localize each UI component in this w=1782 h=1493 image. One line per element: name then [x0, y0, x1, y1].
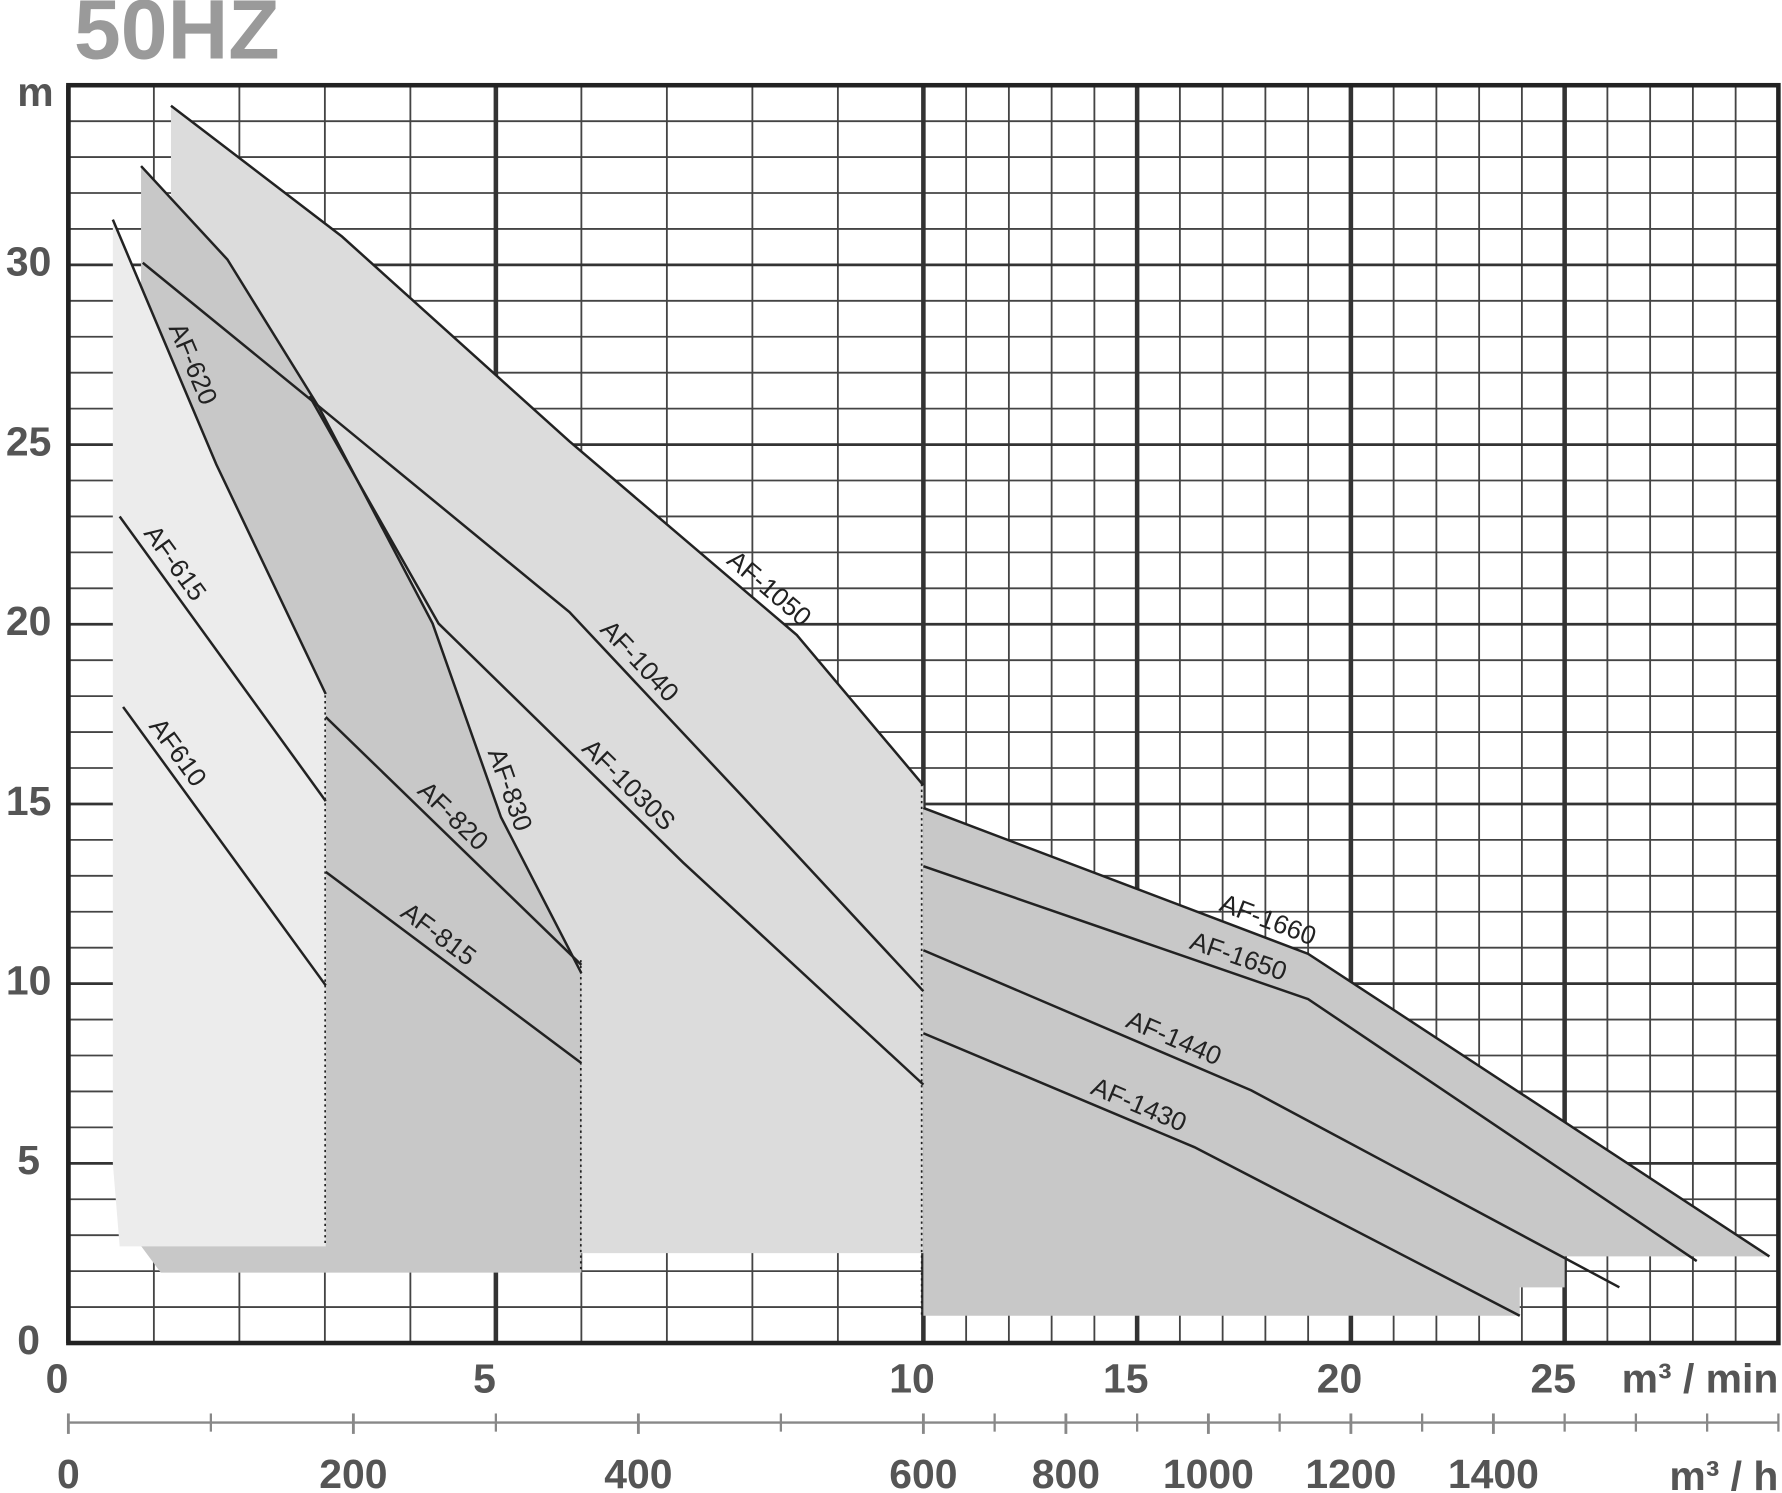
x-tick-label: 25	[1531, 1355, 1576, 1401]
x-axis-label: m³ / min	[1622, 1355, 1779, 1401]
x2-tick-label: 400	[604, 1451, 672, 1493]
regions	[112, 105, 1770, 1316]
operating-range	[923, 807, 1770, 1316]
plot-frame	[66, 82, 1781, 1346]
y-tick-label: 0	[17, 1317, 40, 1363]
pump-curve	[111, 219, 327, 695]
y-axis-label: m	[17, 69, 53, 115]
pump-curve	[922, 806, 1771, 1258]
pump-curve	[308, 395, 925, 1086]
x2-tick-label: 600	[889, 1451, 957, 1493]
x2-axis-label: m³ / h	[1669, 1453, 1778, 1493]
y-tick-label: 30	[6, 239, 51, 285]
y-tick-label: 5	[17, 1137, 40, 1183]
x2-tick-label: 1400	[1448, 1451, 1539, 1493]
x2-tick-label: 0	[57, 1451, 80, 1493]
x2-tick-label: 800	[1032, 1451, 1100, 1493]
x-tick-label: 20	[1317, 1355, 1362, 1401]
x-tick-label: 10	[889, 1355, 934, 1401]
y-tick-label: 15	[6, 778, 51, 824]
chart-title: 50HZ	[74, 0, 280, 77]
pump-curve	[922, 864, 1698, 1263]
axes: 0 5 10 15 20 25 0 5 10 15 20 25 30 0 200 400 600 800 1000 1…	[6, 239, 1780, 1493]
y-tick-label: 10	[6, 957, 51, 1003]
x-tick-label: 5	[473, 1355, 496, 1401]
range-dividers	[324, 695, 923, 1316]
pump-curve	[170, 104, 925, 787]
operating-range	[112, 219, 326, 1247]
pump-curve	[118, 515, 327, 802]
x2-tick-label: 1000	[1163, 1451, 1254, 1493]
x2-tick-label: 1200	[1305, 1451, 1396, 1493]
pump-curve	[140, 165, 583, 974]
x2-tick-label: 200	[319, 1451, 387, 1493]
x-tick-label: 15	[1103, 1355, 1148, 1401]
y-tick-label: 25	[6, 418, 51, 464]
pump-curve	[922, 949, 1620, 1289]
pump-curve	[324, 870, 583, 1065]
pump-curve	[122, 706, 327, 987]
x-tick-label: 0	[46, 1355, 69, 1401]
pump-curve	[922, 1032, 1521, 1317]
pump-curve	[141, 261, 925, 993]
pump-curve	[324, 716, 583, 966]
y-tick-label: 20	[6, 598, 51, 644]
